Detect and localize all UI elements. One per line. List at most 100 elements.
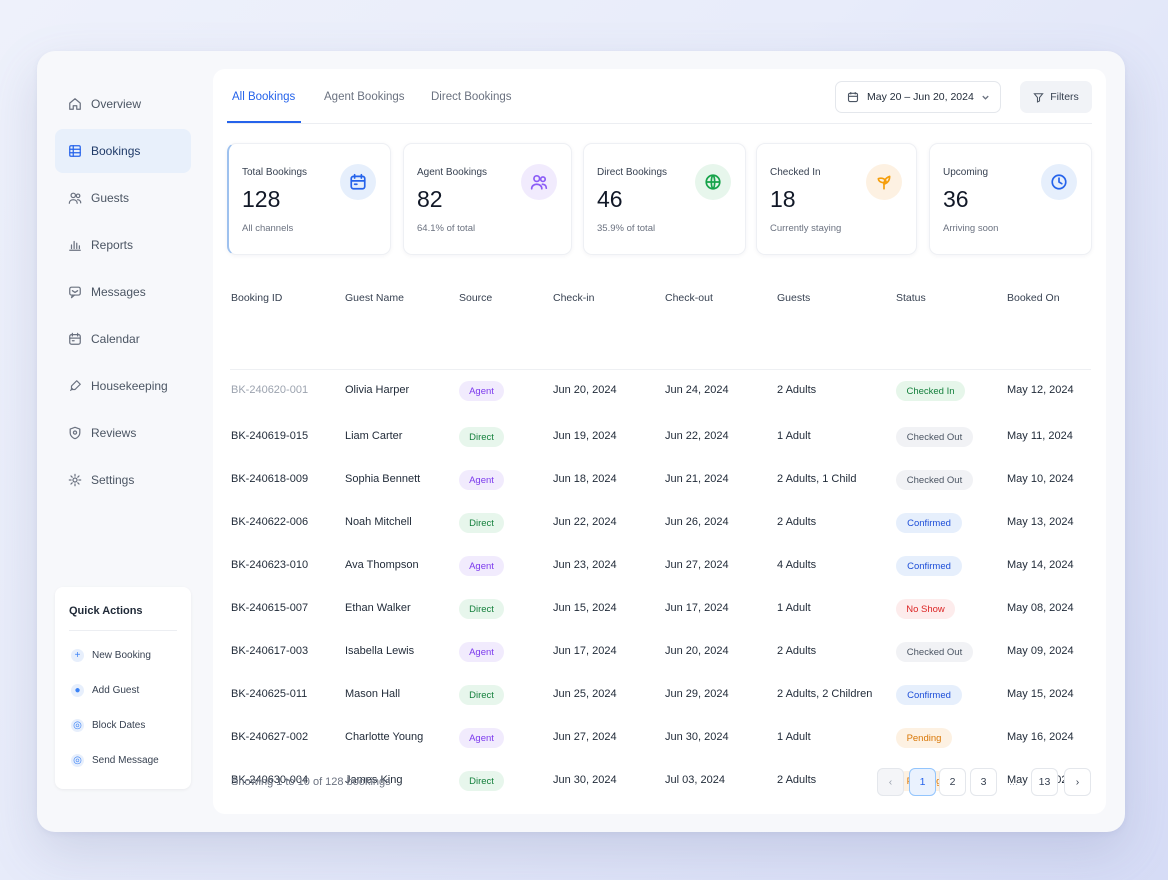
cell-guest: Liam Carter bbox=[345, 430, 403, 442]
column-header-check-in[interactable]: Check-in bbox=[553, 292, 595, 304]
cell-id[interactable]: BK-240617-003 bbox=[231, 645, 309, 657]
cell-checkout: Jun 21, 2024 bbox=[665, 473, 729, 485]
stat-card-agent-bookings[interactable]: Agent Bookings 82 64.1% of total bbox=[403, 143, 572, 255]
stat-subtext: 35.9% of total bbox=[597, 223, 656, 234]
stat-value: 82 bbox=[417, 186, 443, 212]
sidebar-item-overview[interactable]: Overview bbox=[55, 82, 191, 126]
cell-id[interactable]: BK-240630-004 bbox=[231, 774, 309, 786]
cell-guests: 4 Adults bbox=[777, 559, 817, 571]
tab-direct-bookings[interactable]: Direct Bookings bbox=[431, 91, 512, 103]
cell-guests: 2 Adults bbox=[777, 384, 817, 396]
stat-value: 46 bbox=[597, 186, 623, 212]
prev-page-button[interactable]: ‹ bbox=[877, 768, 904, 796]
clock-icon bbox=[1041, 164, 1077, 200]
cell-guests: 2 Adults, 1 Child bbox=[777, 473, 857, 485]
source-badge: Agent bbox=[459, 381, 504, 401]
status-badge: Checked Out bbox=[896, 642, 973, 662]
cell-guest: Ava Thompson bbox=[345, 559, 419, 571]
sidebar-item-reviews[interactable]: Reviews bbox=[55, 411, 191, 455]
stat-value: 128 bbox=[242, 186, 281, 212]
cell-guests: 2 Adults bbox=[777, 774, 817, 786]
globe-icon bbox=[695, 164, 731, 200]
cell-guest: Ethan Walker bbox=[345, 602, 411, 614]
status-badge: Confirmed bbox=[896, 685, 962, 705]
new-booking-action[interactable]: + New Booking bbox=[71, 649, 151, 662]
next-page-button[interactable]: › bbox=[1064, 768, 1091, 796]
cell-guest: Olivia Harper bbox=[345, 384, 410, 396]
tab-all-bookings[interactable]: All Bookings bbox=[232, 91, 296, 103]
stat-card-direct-bookings[interactable]: Direct Bookings 46 35.9% of total bbox=[583, 143, 746, 255]
cell-booked: May 11, 2024 bbox=[1007, 430, 1073, 442]
block-dates-action[interactable]: ◎ Block Dates bbox=[71, 719, 145, 732]
sidebar-item-bookings[interactable]: Bookings bbox=[55, 129, 191, 173]
stat-card-total-bookings[interactable]: Total Bookings 128 All channels bbox=[227, 143, 391, 255]
filters-button[interactable]: Filters bbox=[1020, 81, 1092, 113]
cell-booked: May 10, 2024 bbox=[1007, 473, 1074, 485]
chevron-down-icon bbox=[982, 95, 989, 100]
cell-checkin: Jun 23, 2024 bbox=[553, 559, 617, 571]
stat-card-checked-in[interactable]: Checked In 18 Currently staying bbox=[756, 143, 917, 255]
cell-id[interactable]: BK-240622-006 bbox=[231, 516, 309, 528]
page-button-3[interactable]: 3 bbox=[970, 768, 997, 796]
cell-checkin: Jun 19, 2024 bbox=[553, 430, 617, 442]
stat-card-upcoming[interactable]: Upcoming 36 Arriving soon bbox=[929, 143, 1092, 255]
cell-id[interactable]: BK-240619-015 bbox=[231, 430, 309, 442]
source-badge: Direct bbox=[459, 771, 504, 791]
sidebar-item-label: Calendar bbox=[91, 332, 140, 346]
cell-id[interactable]: BK-240623-010 bbox=[231, 559, 309, 571]
cell-checkout: Jun 29, 2024 bbox=[665, 688, 729, 700]
date-range-label: May 20 – Jun 20, 2024 bbox=[867, 91, 974, 103]
sidebar-item-label: Settings bbox=[91, 473, 135, 487]
cell-id[interactable]: BK-240627-002 bbox=[231, 731, 309, 743]
column-header-status[interactable]: Status bbox=[896, 292, 926, 304]
sidebar-item-label: Messages bbox=[91, 285, 146, 299]
column-header-source[interactable]: Source bbox=[459, 292, 493, 304]
chevron-left-icon: ‹ bbox=[888, 776, 893, 788]
filters-label: Filters bbox=[1050, 91, 1079, 103]
sidebar-item-messages[interactable]: Messages bbox=[55, 270, 191, 314]
cell-id[interactable]: BK-240618-009 bbox=[231, 473, 309, 485]
sidebar-item-calendar[interactable]: Calendar bbox=[55, 317, 191, 361]
page-button-2[interactable]: 2 bbox=[939, 768, 966, 796]
quick-actions-title: Quick Actions bbox=[69, 605, 143, 617]
cell-id[interactable]: BK-240620-001 bbox=[231, 384, 309, 396]
source-badge: Direct bbox=[459, 427, 504, 447]
column-header-guests[interactable]: Guests bbox=[777, 292, 811, 304]
cell-checkin: Jun 22, 2024 bbox=[553, 516, 617, 528]
send-message-action[interactable]: ◎ Send Message bbox=[71, 754, 159, 767]
cell-checkin: Jun 18, 2024 bbox=[553, 473, 617, 485]
pagination-summary: Showing 1 to 10 of 128 bookings bbox=[231, 776, 391, 788]
sidebar-item-settings[interactable]: Settings bbox=[55, 458, 191, 502]
column-header-guest-name[interactable]: Guest Name bbox=[345, 292, 404, 304]
sidebar-item-guests[interactable]: Guests bbox=[55, 176, 191, 220]
stat-value: 36 bbox=[943, 186, 969, 212]
column-header-booking-id[interactable]: Booking ID bbox=[231, 292, 283, 304]
sidebar-item-reports[interactable]: Reports bbox=[55, 223, 191, 267]
cell-booked: May 14, 2024 bbox=[1007, 559, 1074, 571]
cell-id[interactable]: BK-240625-011 bbox=[231, 688, 308, 700]
column-header-booked-on[interactable]: Booked On bbox=[1007, 292, 1060, 304]
column-header-check-out[interactable]: Check-out bbox=[665, 292, 713, 304]
stat-subtext: 64.1% of total bbox=[417, 223, 476, 234]
source-badge: Agent bbox=[459, 470, 504, 490]
sidebar-item-label: Reports bbox=[91, 238, 134, 252]
cell-guest: James King bbox=[345, 774, 403, 786]
cell-guests: 1 Adult bbox=[777, 602, 811, 614]
message-icon bbox=[68, 285, 82, 299]
cell-guest: Charlotte Young bbox=[345, 731, 424, 743]
cell-checkout: Jun 27, 2024 bbox=[665, 559, 729, 571]
cell-guests: 1 Adult bbox=[777, 731, 811, 743]
sidebar-item-housekeeping[interactable]: Housekeeping bbox=[55, 364, 191, 408]
cell-id[interactable]: BK-240615-007 bbox=[231, 602, 309, 614]
send-icon: ◎ bbox=[71, 754, 84, 767]
cell-checkout: Jun 17, 2024 bbox=[665, 602, 729, 614]
calendar-icon bbox=[68, 332, 82, 346]
add-guest-action[interactable]: ● Add Guest bbox=[71, 684, 139, 697]
tab-agent-bookings[interactable]: Agent Bookings bbox=[324, 91, 405, 103]
cell-checkin: Jun 20, 2024 bbox=[553, 384, 617, 396]
date-range-picker[interactable]: May 20 – Jun 20, 2024 bbox=[835, 81, 1001, 113]
page-button-1[interactable]: 1 bbox=[909, 768, 936, 796]
cell-booked: May 15, 2024 bbox=[1007, 688, 1074, 700]
status-badge: Checked Out bbox=[896, 427, 973, 447]
page-button-13[interactable]: 13 bbox=[1031, 768, 1058, 796]
